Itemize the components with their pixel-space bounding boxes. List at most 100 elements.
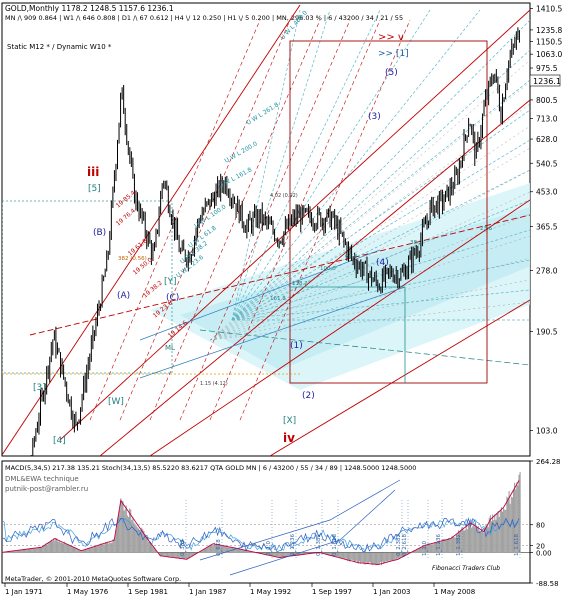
fan-line bbox=[231, 9, 301, 321]
gray-fan-line bbox=[209, 235, 530, 341]
fan-line bbox=[231, 169, 530, 321]
stoch-signal-line bbox=[2, 517, 520, 552]
red-median-line bbox=[29, 214, 530, 336]
price-tick-label: 103.0 bbox=[536, 427, 558, 436]
gray-fan-line bbox=[209, 191, 530, 341]
price-tick-label: 713.0 bbox=[536, 115, 558, 124]
price-tick-label: 453.0 bbox=[536, 188, 558, 197]
fan-fill-band-inner bbox=[180, 207, 530, 370]
fan-line bbox=[231, 9, 331, 321]
wave-label: (A) bbox=[117, 291, 130, 301]
gray-fan-line bbox=[209, 81, 530, 341]
copyright-text: MetaTrader, © 2001-2010 MetaQuotes Softw… bbox=[5, 575, 181, 583]
cycle-label: 1_1.0 bbox=[422, 541, 428, 556]
cycle-label: 0_1.618 bbox=[332, 534, 338, 556]
price-tick-label: 278.0 bbox=[536, 266, 558, 275]
price-axis: 1410.51235.81150.51063.0975.5888.0800.57… bbox=[530, 5, 562, 436]
time-tick-label: 1 Jan 2003 bbox=[373, 588, 411, 596]
wave-label: [Y] bbox=[164, 277, 177, 287]
wave-label: [3] bbox=[33, 383, 46, 393]
fan-line bbox=[231, 9, 481, 321]
gray-fan-line bbox=[209, 147, 530, 341]
box-group bbox=[2, 40, 488, 384]
chart-header-line1: GOLD,Monthly 1178.2 1248.5 1157.6 1236.1 bbox=[5, 4, 174, 13]
price-tick-label: 800.5 bbox=[536, 96, 558, 105]
indicator-legend-2: putnik-post@rambler.ru bbox=[5, 485, 88, 493]
cycle-label: 1_1.382 bbox=[456, 534, 462, 556]
cycle-label: 0_382 bbox=[180, 539, 186, 556]
wave-label: 382 (0.56) bbox=[118, 256, 147, 262]
wave-label: [5] bbox=[88, 184, 101, 194]
price-tick-label: 1235.8 bbox=[536, 26, 562, 35]
fan-line bbox=[231, 9, 431, 321]
indicator-trend-line-2 bbox=[229, 489, 396, 576]
fan-line bbox=[231, 79, 530, 321]
price-tick-label: 365.5 bbox=[536, 222, 558, 231]
wave-label: [4] bbox=[53, 436, 66, 446]
indicator-tick-label: 80 bbox=[536, 522, 545, 530]
time-tick-label: 1 Sep 1981 bbox=[128, 588, 168, 596]
red-channel-middle bbox=[99, 99, 530, 456]
gray-fan-line bbox=[209, 279, 530, 341]
wave-label: >> v bbox=[378, 32, 404, 43]
indicator-axis: 264.28 80 200.00 -88.58 bbox=[530, 458, 561, 588]
fan-line bbox=[231, 109, 530, 321]
sub-panel-frame bbox=[1, 460, 531, 584]
stoch-main-line bbox=[2, 517, 520, 553]
wave-label: 23.6 bbox=[480, 226, 493, 232]
stoch-lines-group bbox=[2, 480, 520, 565]
time-axis: 1 Jan 1971 1 May 1976 1 Sep 1981 1 Jan 1987… bbox=[4, 583, 475, 596]
wave-label: ML bbox=[165, 344, 175, 352]
time-tick-label: 1 Jan 1971 bbox=[5, 588, 43, 596]
red-target-box bbox=[289, 40, 488, 384]
indicator-trend-line bbox=[199, 479, 401, 561]
wave-label: (3) bbox=[368, 112, 381, 122]
gray-fan-line bbox=[209, 301, 530, 341]
price-tick-label: 975.5 bbox=[536, 64, 558, 73]
cycle-label: 0_618 bbox=[216, 539, 222, 556]
red-dashed-fan-line bbox=[149, 19, 321, 421]
gray-fan-line bbox=[209, 125, 530, 341]
red-dashed-fan-line bbox=[119, 19, 291, 421]
wave-label: iv bbox=[283, 431, 295, 445]
gray-fan-line bbox=[209, 59, 530, 341]
wave-label: (C) bbox=[166, 293, 179, 303]
red-channel-lower bbox=[149, 199, 530, 456]
chart-header-line2: MN /\ 909 0.864 | W1 /\ 646 0.808 | D1 /… bbox=[5, 14, 403, 22]
current-price-badge: 1236.1 bbox=[529, 74, 561, 87]
indicator-legend-1: DML&EWA technique bbox=[5, 475, 79, 483]
indicator-tick-label: 0.00 bbox=[536, 549, 552, 557]
gray-fan-line bbox=[209, 169, 530, 341]
fan-fill-group bbox=[150, 183, 530, 390]
blue-trend-line bbox=[139, 249, 381, 341]
wave-label: 100.0 bbox=[320, 266, 336, 272]
time-tick-label: 1 Sep 1997 bbox=[312, 588, 352, 596]
wave-label: (5) bbox=[385, 68, 398, 78]
wave-label: (B) bbox=[93, 228, 106, 238]
teal-dashed-line bbox=[199, 329, 530, 366]
time-tick-label: 1 Jan 1987 bbox=[189, 588, 227, 596]
cyan-wave-box bbox=[2, 200, 173, 374]
cycle-label: 0_1.236 bbox=[290, 534, 296, 556]
wave-label: 61.8 bbox=[345, 254, 358, 260]
cycle-label: 0_1.0 bbox=[266, 541, 272, 556]
price-tick-label: 1063.0 bbox=[536, 50, 562, 59]
price-tick-label: 1410.5 bbox=[536, 5, 562, 14]
price-tick-label: 628.0 bbox=[536, 135, 558, 144]
wave-label: 138.2 bbox=[292, 281, 308, 287]
wave-label: iii bbox=[87, 165, 99, 179]
cycle-label: 0_2.618 bbox=[402, 534, 408, 556]
fan-line bbox=[231, 49, 530, 321]
cycle-label: 1_1.236 bbox=[436, 534, 442, 556]
wave-label: 38.2 bbox=[410, 240, 422, 246]
cycle-label: 1_1.618 bbox=[514, 534, 520, 556]
price-tick-label: 190.5 bbox=[536, 327, 558, 336]
time-tick-label: 1 May 2008 bbox=[434, 588, 475, 596]
fan-line bbox=[231, 19, 530, 321]
wave-label: 1.15 (4.12) bbox=[200, 381, 228, 387]
chart-header-line3: Static M12 * / Dynamic W10 * bbox=[7, 43, 112, 51]
time-tick-label: 1 May 1992 bbox=[250, 588, 291, 596]
price-candles-group bbox=[30, 27, 520, 456]
fan-line bbox=[231, 9, 381, 321]
